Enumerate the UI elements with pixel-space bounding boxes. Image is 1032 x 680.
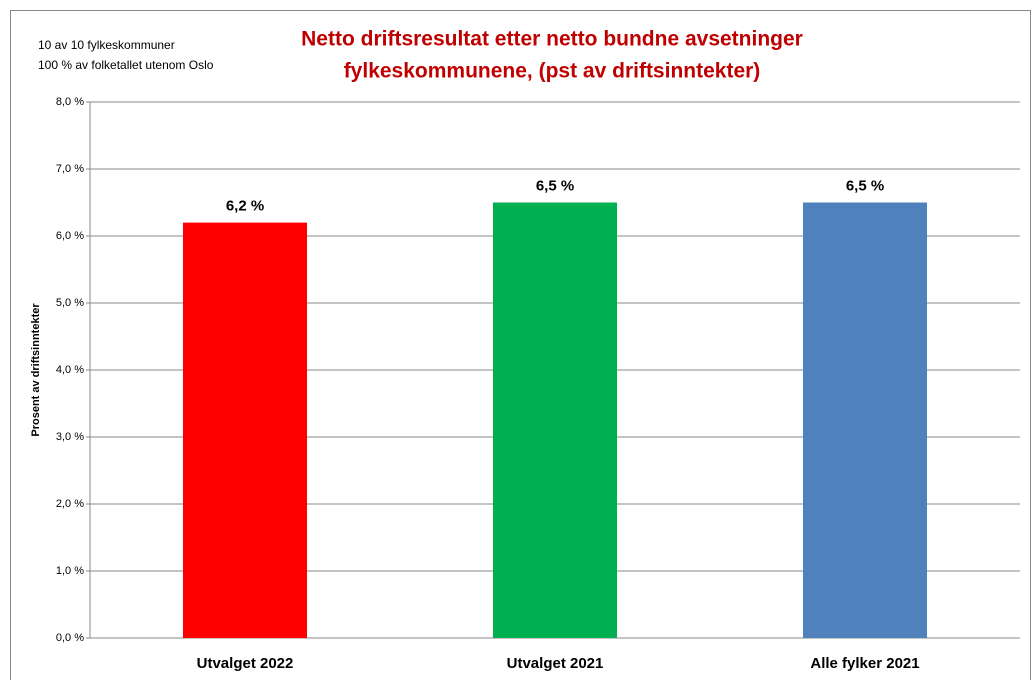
annotation: 100 % av folketallet utenom Oslo [38, 58, 214, 72]
y-tick-label: 8,0 % [56, 96, 84, 108]
y-tick-label: 0,0 % [56, 632, 84, 644]
x-tick-label: Alle fylker 2021 [810, 655, 919, 672]
chart-title: fylkeskommunene, (pst av driftsinntekter… [344, 60, 761, 83]
bar [803, 202, 927, 638]
y-tick-label: 3,0 % [56, 431, 84, 443]
x-tick-label: Utvalget 2021 [507, 655, 604, 672]
annotation: 10 av 10 fylkeskommuner [38, 38, 175, 52]
y-axis-label: Prosent av driftsinntekter [30, 303, 42, 437]
value-label: 6,5 % [536, 177, 574, 194]
y-tick-label: 2,0 % [56, 498, 84, 510]
bar [493, 202, 617, 638]
y-tick-label: 1,0 % [56, 565, 84, 577]
x-tick-label: Utvalget 2022 [197, 655, 294, 672]
y-tick-label: 4,0 % [56, 364, 84, 376]
value-label: 6,5 % [846, 177, 884, 194]
y-tick-label: 6,0 % [56, 230, 84, 242]
y-tick-label: 5,0 % [56, 297, 84, 309]
bar [183, 222, 307, 638]
value-label: 6,2 % [226, 198, 264, 215]
y-tick-label: 7,0 % [56, 163, 84, 175]
chart-title: Netto driftsresultat etter netto bundne … [301, 28, 803, 51]
